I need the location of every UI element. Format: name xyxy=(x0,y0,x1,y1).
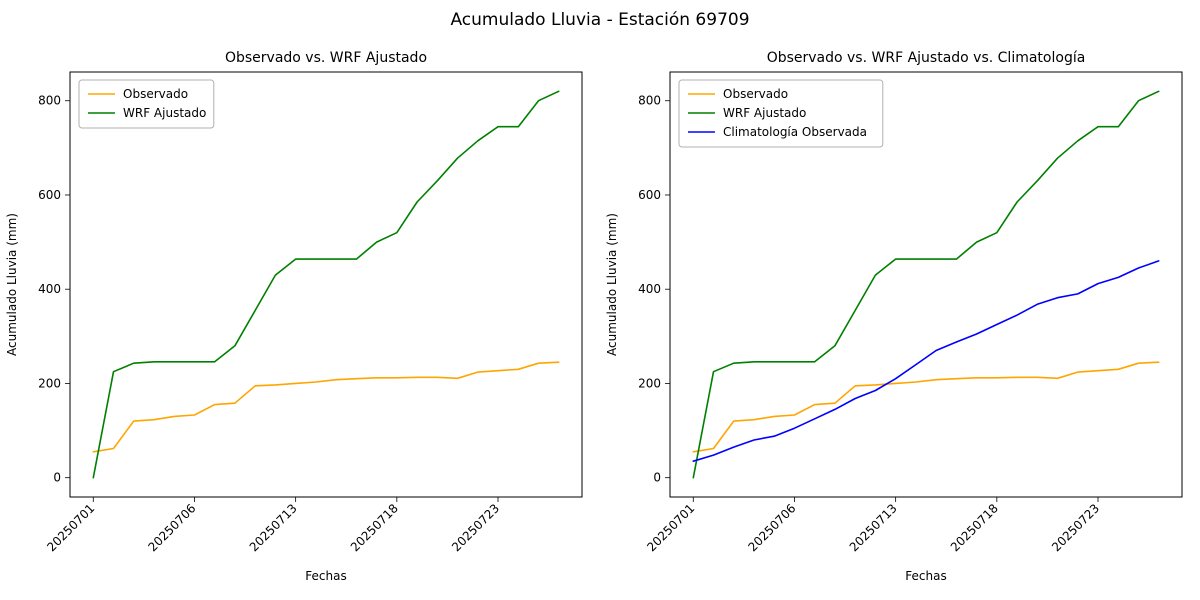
y-axis-label: Acumulado Lluvia (mm) xyxy=(5,213,19,356)
y-axis-label: Acumulado Lluvia (mm) xyxy=(605,213,619,356)
legend-label-wrf-ajustado: WRF Ajustado xyxy=(723,106,806,120)
y-tick-label: 0 xyxy=(53,471,61,485)
series-line-observado xyxy=(92,361,560,453)
x-tick-label: 20250718 xyxy=(348,501,401,554)
y-tick-label: 0 xyxy=(653,471,661,485)
y-tick-label: 800 xyxy=(638,94,661,108)
right-chart: 0 200 400 600 800 20250701 20250706 20250713 202… xyxy=(605,50,1183,583)
y-tick-label: 200 xyxy=(38,376,61,390)
x-tick-label: 20250713 xyxy=(847,501,900,554)
subplot-title: Observado vs. WRF Ajustado xyxy=(225,50,427,66)
subplot-container: 0 200 400 600 800 20250701 20250706 20250713 202… xyxy=(0,40,1200,600)
series-line-wrf-ajustado xyxy=(692,90,1160,479)
y-tick-label: 400 xyxy=(638,282,661,296)
y-tick-label: 600 xyxy=(638,188,661,202)
axes-frame xyxy=(669,71,1183,498)
series-line-climatologia-observada xyxy=(692,260,1160,463)
left-chart: 0 200 400 600 800 20250701 20250706 20250713 202… xyxy=(5,50,583,583)
legend-label-observado: Observado xyxy=(123,87,188,101)
series-line-observado xyxy=(692,361,1160,453)
x-tick-label: 20250713 xyxy=(247,501,300,554)
x-axis-label: Fechas xyxy=(905,569,946,583)
x-tick-label: 20250701 xyxy=(644,501,697,554)
x-tick-label: 20250701 xyxy=(44,501,97,554)
series-line-wrf-ajustado xyxy=(92,90,560,479)
x-tick-label: 20250723 xyxy=(449,501,502,554)
legend-box xyxy=(678,79,884,148)
legend-box xyxy=(78,79,215,129)
x-axis-label: Fechas xyxy=(305,569,346,583)
legend-label-wrf-ajustado: WRF Ajustado xyxy=(123,106,206,120)
axes-frame xyxy=(69,71,583,498)
x-tick-label: 20250706 xyxy=(145,501,198,554)
y-tick-label: 600 xyxy=(38,188,61,202)
x-tick-label: 20250718 xyxy=(948,501,1001,554)
legend-label-observado: Observado xyxy=(723,87,788,101)
y-tick-label: 800 xyxy=(38,94,61,108)
x-tick-label: 20250723 xyxy=(1049,501,1102,554)
figure-title: Acumulado Lluvia - Estación 69709 xyxy=(450,10,750,30)
legend-label-climatologia-observada: Climatología Observada xyxy=(723,125,867,139)
x-tick-label: 20250706 xyxy=(745,501,798,554)
y-tick-label: 400 xyxy=(38,282,61,296)
subplot-title: Observado vs. WRF Ajustado vs. Climatolo… xyxy=(767,50,1086,66)
y-tick-label: 200 xyxy=(638,376,661,390)
